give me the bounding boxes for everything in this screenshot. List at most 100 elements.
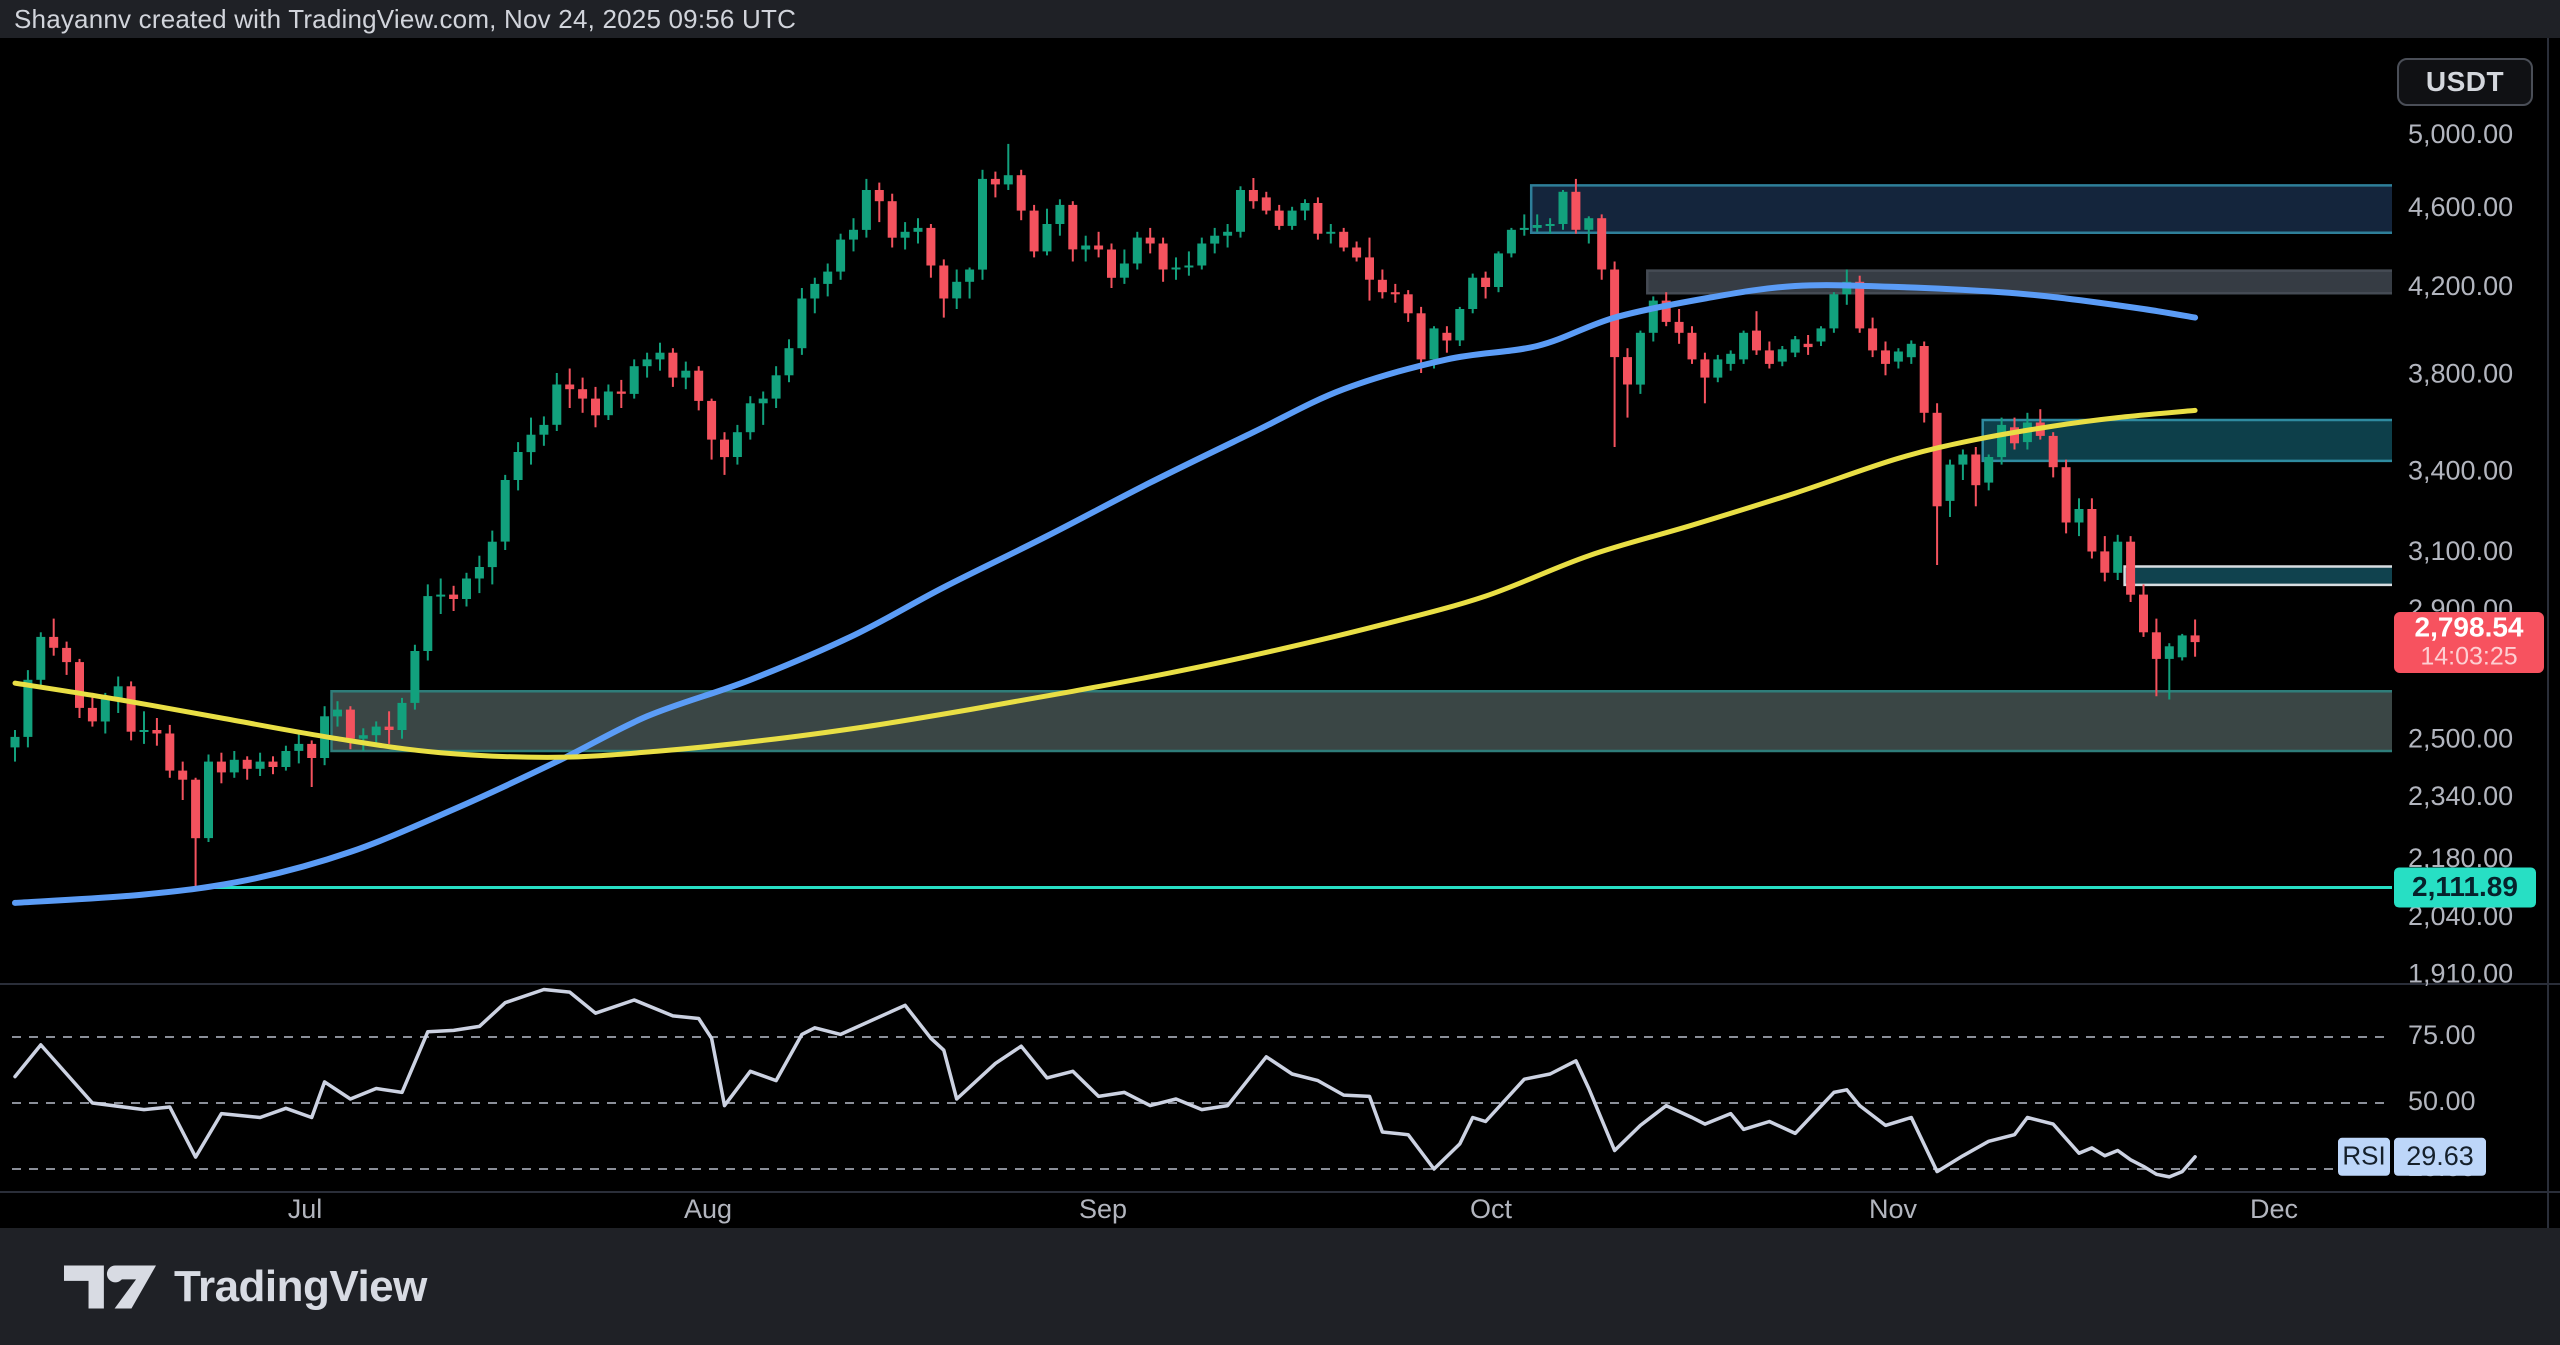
month-label: Nov xyxy=(1869,1194,1918,1224)
rsi-pane-surface[interactable] xyxy=(0,992,2392,1192)
candle-up xyxy=(771,375,781,399)
candle-up xyxy=(1171,267,1181,270)
candle-down xyxy=(2048,435,2058,468)
candle-down xyxy=(1597,218,1607,270)
currency-label: USDT xyxy=(2425,66,2505,97)
candle-up xyxy=(423,596,433,651)
candle-up xyxy=(655,352,665,360)
currency-button[interactable]: USDT xyxy=(2397,58,2533,106)
candle-down xyxy=(1442,332,1452,341)
candle-down xyxy=(565,384,575,390)
candle-up xyxy=(2074,509,2084,523)
candle-down xyxy=(242,759,252,769)
tradingview-logo[interactable]: TradingView xyxy=(64,1262,427,1312)
price-scale[interactable] xyxy=(2392,110,2560,1192)
candle-down xyxy=(720,439,729,458)
candle-up xyxy=(552,384,562,425)
candle-down xyxy=(990,178,1000,185)
last-price-text: 2,798.54 xyxy=(2415,611,2524,642)
tradingview-logo-icon xyxy=(64,1265,156,1308)
month-label: Dec xyxy=(2250,1194,2298,1224)
supply-zone-3000-border xyxy=(2123,565,2392,587)
candle-up xyxy=(1945,464,1955,501)
candle-up xyxy=(436,594,446,597)
candle-up xyxy=(513,452,523,480)
candle-up xyxy=(758,398,768,404)
price-tick-label: 1,910.00 xyxy=(2408,958,2513,988)
candle-down xyxy=(1661,300,1671,322)
candle-up xyxy=(1906,343,1916,358)
candle-down xyxy=(449,594,459,599)
candle-down xyxy=(926,227,936,266)
candle-up xyxy=(1132,237,1142,264)
demand-zone-2500-border xyxy=(330,690,2392,753)
candle-up xyxy=(745,403,755,433)
candle-down xyxy=(1365,257,1374,280)
candle-up xyxy=(1777,349,1787,362)
candle-down xyxy=(1868,328,1878,351)
candle-up xyxy=(500,480,510,542)
rsi-tick-label: 75.00 xyxy=(2408,1020,2476,1050)
candle-countdown-text: 14:03:25 xyxy=(2420,643,2517,671)
price-tick-label: 2,500.00 xyxy=(2408,724,2513,754)
candle-down xyxy=(1623,357,1632,385)
candle-up xyxy=(1829,294,1839,329)
candle-up xyxy=(1648,300,1658,333)
candle-down xyxy=(1571,191,1581,230)
candle-down xyxy=(75,662,84,708)
candle-up xyxy=(952,281,962,299)
candle-down xyxy=(1610,269,1620,358)
price-tick-label: 3,400.00 xyxy=(2408,455,2513,485)
candle-up xyxy=(1223,231,1233,236)
candle-up xyxy=(1506,229,1516,254)
candle-down xyxy=(1855,281,1865,329)
candle-down xyxy=(152,730,162,734)
candle-up xyxy=(1468,277,1478,309)
candle-down xyxy=(1416,313,1426,360)
price-tick-label: 5,000.00 xyxy=(2408,119,2513,149)
candle-down xyxy=(2061,467,2071,523)
candle-down xyxy=(1313,203,1323,234)
candle-up xyxy=(1958,454,1968,465)
candle-up xyxy=(1119,263,1129,278)
candle-up xyxy=(978,178,987,270)
candle-up xyxy=(113,686,123,698)
candle-down xyxy=(668,352,678,378)
candle-up xyxy=(836,239,846,272)
candle-up xyxy=(965,269,975,282)
month-label: Aug xyxy=(684,1194,732,1224)
candle-up xyxy=(294,743,304,751)
rsi-tick-label: 50.00 xyxy=(2408,1086,2476,1116)
ma-yellow-line xyxy=(12,407,2198,760)
candle-up xyxy=(2177,635,2187,658)
candle-down xyxy=(178,770,188,780)
candle-up xyxy=(1713,359,1723,378)
candle-up xyxy=(1326,231,1336,234)
candle-down xyxy=(1687,332,1697,360)
candle-up xyxy=(1739,332,1749,360)
chart-surface[interactable] xyxy=(0,38,2392,984)
candle-up xyxy=(333,709,342,717)
tradingview-logo-text: TradingView xyxy=(174,1261,427,1311)
rsi-badge xyxy=(2338,1137,2390,1176)
candle-down xyxy=(1094,245,1104,250)
candle-up xyxy=(2164,646,2174,659)
candle-down xyxy=(1752,330,1761,351)
time-scale[interactable] xyxy=(0,1192,2392,1228)
candle-up xyxy=(1997,424,2007,458)
candle-down xyxy=(2151,632,2161,659)
candle-down xyxy=(1932,412,1942,507)
candle-up xyxy=(603,391,613,416)
candle-up xyxy=(1429,328,1439,360)
rsi-value-badge xyxy=(2394,1137,2486,1176)
candle-down xyxy=(1803,343,1813,348)
candle-down xyxy=(191,779,201,839)
candle-up xyxy=(1300,203,1310,211)
rsi-badge-text: RSI xyxy=(2342,1141,2385,1171)
candle-down xyxy=(1881,350,1890,364)
candle-up xyxy=(1984,457,1994,483)
month-label: Jul xyxy=(288,1194,323,1224)
candle-up xyxy=(2113,541,2123,573)
